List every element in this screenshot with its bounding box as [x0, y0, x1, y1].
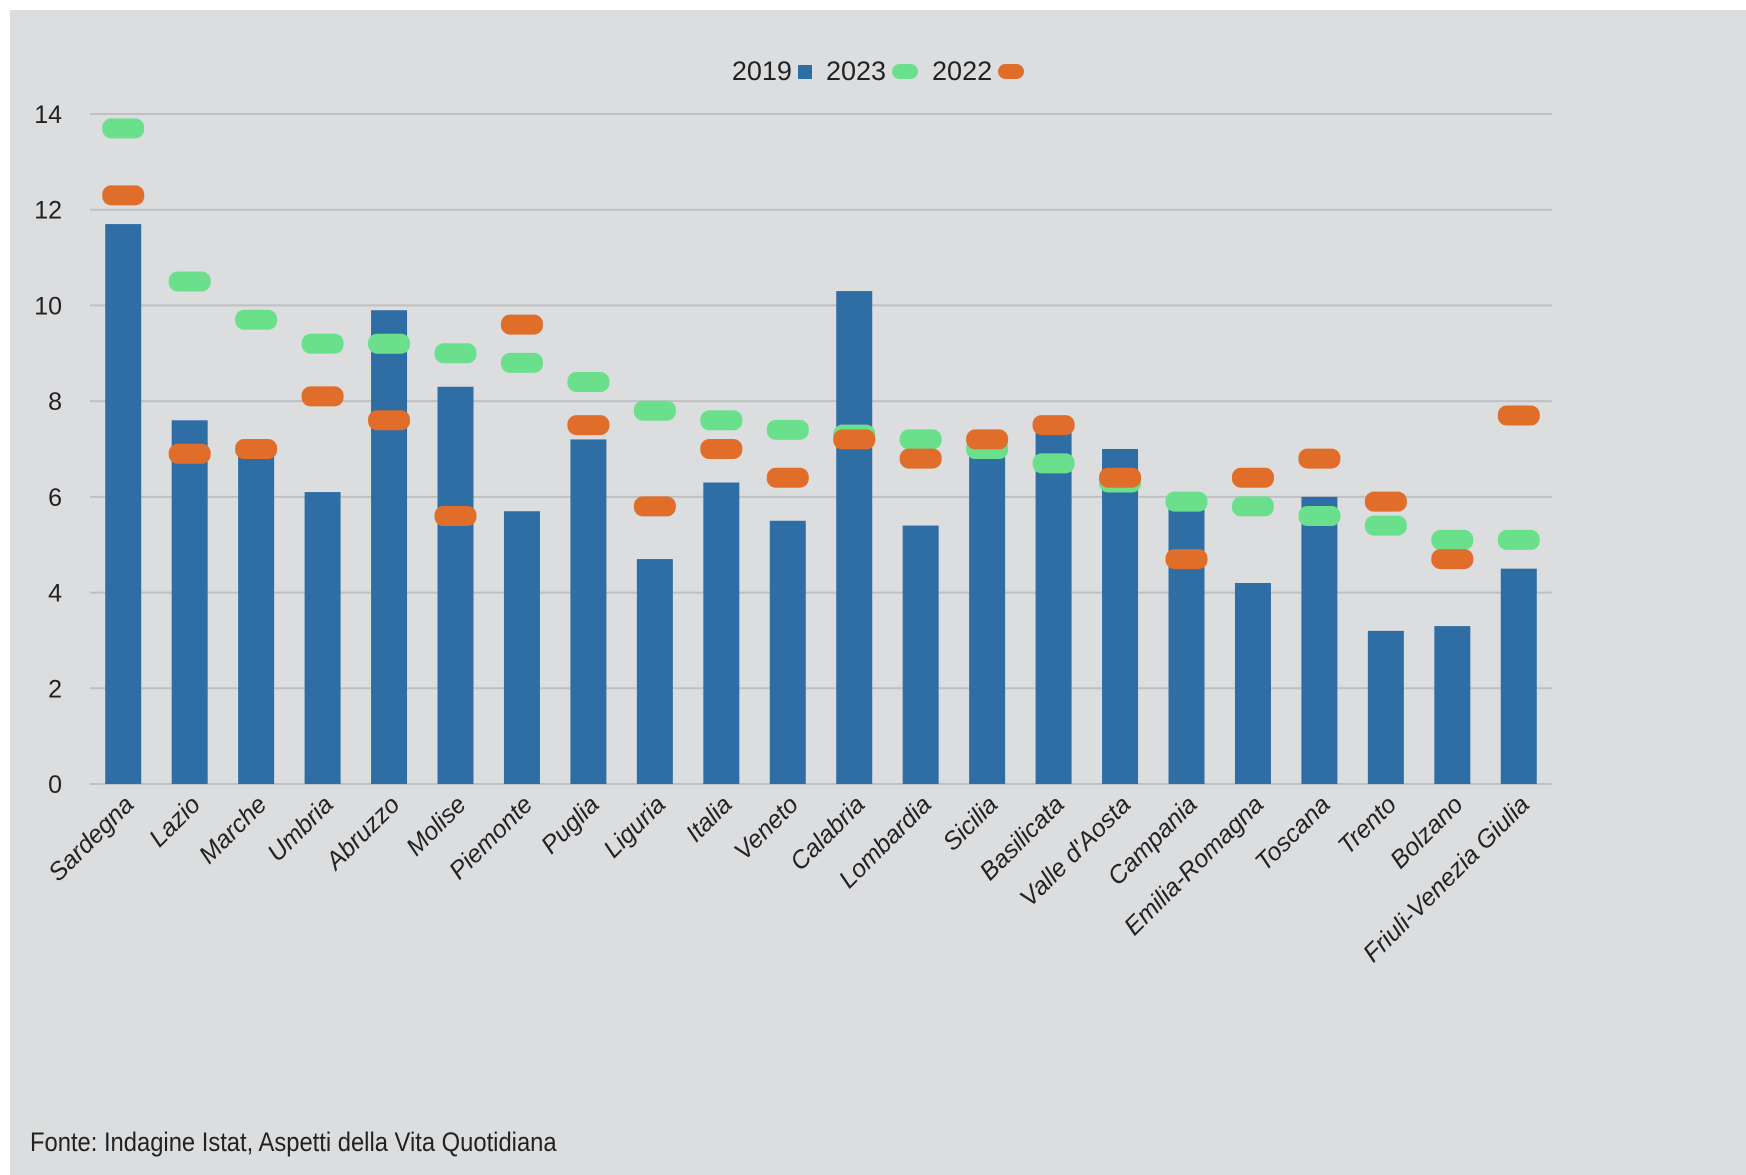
dash-2023 — [168, 271, 211, 292]
dash-2023 — [1231, 496, 1274, 517]
dash-2022 — [1099, 467, 1142, 488]
dash-2023 — [301, 333, 344, 354]
y-tick-label: 12 — [34, 197, 62, 225]
dash-markers — [102, 118, 1540, 570]
dash-2022 — [1165, 549, 1208, 570]
dash-2023 — [500, 352, 543, 373]
dash-2023 — [1497, 529, 1540, 550]
dash-2022 — [1364, 491, 1407, 512]
bar-2019 — [1035, 425, 1072, 784]
dash-2023 — [1298, 506, 1341, 526]
y-tick-label: 10 — [34, 292, 62, 320]
bar-2019 — [1434, 626, 1471, 784]
dash-2022 — [434, 506, 477, 526]
bar-2019 — [437, 386, 474, 784]
dash-2022 — [633, 496, 676, 517]
chart-area: 0 2 4 6 8 10 12 14 Sardegna Lazio Marche Umbria Abr… — [10, 10, 1746, 1175]
x-tick-label: Liguria — [598, 790, 671, 863]
x-tick-label: Sardegna — [43, 790, 140, 887]
y-tick-label: 6 — [48, 484, 62, 512]
dash-2022 — [833, 429, 876, 450]
dash-2022 — [1032, 415, 1075, 436]
bar-2019 — [105, 224, 142, 785]
bar-2019 — [1168, 501, 1205, 784]
bar-2019 — [902, 525, 939, 784]
dash-2022 — [102, 185, 145, 206]
bar-2019 — [171, 420, 208, 784]
legend: 2019 2023 2022 — [10, 56, 1746, 87]
y-axis-ticks: 0 2 4 6 8 10 12 14 — [34, 101, 62, 799]
bar-2019 — [570, 439, 607, 784]
dash-2022 — [700, 439, 743, 459]
x-tick-label: Italia — [680, 790, 737, 847]
dash-2023 — [1032, 453, 1075, 474]
dash-2022 — [301, 386, 344, 407]
dash-2023 — [567, 372, 610, 392]
bar-2019 — [969, 439, 1006, 784]
dash-2023 — [899, 429, 942, 450]
legend-item-2023: 2023 — [825, 56, 919, 87]
legend-item-2022: 2022 — [932, 56, 1025, 87]
dash-2023 — [434, 343, 477, 364]
dash-2023 — [1431, 529, 1474, 550]
x-tick-label: Toscana — [1250, 790, 1336, 876]
bar-2019 — [636, 559, 673, 784]
bar-2019 — [1301, 496, 1338, 784]
bar-2019 — [1500, 568, 1537, 784]
x-axis-labels: Sardegna LazioMarcheUmbriaAbruzzoMolisePi… — [43, 790, 1535, 967]
chart-svg: 0 2 4 6 8 10 12 14 Sardegna LazioMarcheUmbriaAbr… — [34, 101, 1552, 968]
dash-2022 — [1231, 467, 1274, 488]
legend-label-2022: 2022 — [932, 56, 993, 86]
legend-swatch-2023 — [892, 64, 919, 79]
legend-swatch-2022 — [998, 64, 1025, 79]
dash-2022 — [500, 314, 543, 335]
dash-2023 — [700, 410, 743, 431]
bar-2019 — [304, 492, 341, 784]
dash-2023 — [368, 333, 411, 354]
y-tick-label: 2 — [48, 675, 62, 703]
dash-2023 — [102, 118, 145, 139]
legend-label-2023: 2023 — [825, 56, 887, 86]
dash-2023 — [766, 419, 809, 440]
dash-2023 — [1364, 515, 1407, 536]
bars-2019 — [105, 224, 1537, 785]
dash-2023 — [235, 309, 278, 330]
dash-2022 — [235, 439, 278, 459]
dash-2022 — [766, 467, 809, 488]
bar-2019 — [371, 310, 408, 784]
legend-swatch-2019 — [797, 64, 812, 79]
dash-2022 — [168, 443, 211, 464]
x-tick-label: Lazio — [144, 790, 206, 852]
dash-2022 — [1497, 405, 1540, 426]
y-tick-label: 0 — [48, 771, 62, 799]
bar-2019 — [769, 520, 806, 784]
source-note: Fonte: Indagine Istat, Aspetti della Vit… — [30, 1127, 557, 1157]
bar-2019 — [836, 291, 873, 784]
dash-2022 — [1298, 448, 1341, 469]
dash-2022 — [899, 448, 942, 469]
y-tick-label: 8 — [48, 388, 62, 416]
bar-2019 — [503, 511, 540, 784]
dash-2022 — [966, 429, 1009, 450]
bar-2019 — [238, 449, 275, 784]
bar-2019 — [1367, 630, 1404, 784]
x-tick-label: Abruzzo — [319, 790, 405, 876]
bar-2019 — [703, 482, 740, 784]
y-tick-label: 14 — [34, 101, 62, 129]
bar-2019 — [1102, 449, 1139, 784]
x-tick-label: Marche — [194, 790, 273, 869]
dash-2022 — [368, 410, 411, 431]
legend-label-2019: 2019 — [731, 56, 792, 86]
x-tick-label: Puglia — [536, 790, 605, 859]
dash-2023 — [1165, 491, 1208, 512]
dash-2022 — [1431, 549, 1474, 570]
dash-2022 — [567, 415, 610, 436]
bar-2019 — [1234, 583, 1271, 784]
y-tick-label: 4 — [48, 580, 62, 608]
legend-item-2019: 2019 — [732, 56, 812, 87]
dash-2023 — [633, 400, 676, 421]
